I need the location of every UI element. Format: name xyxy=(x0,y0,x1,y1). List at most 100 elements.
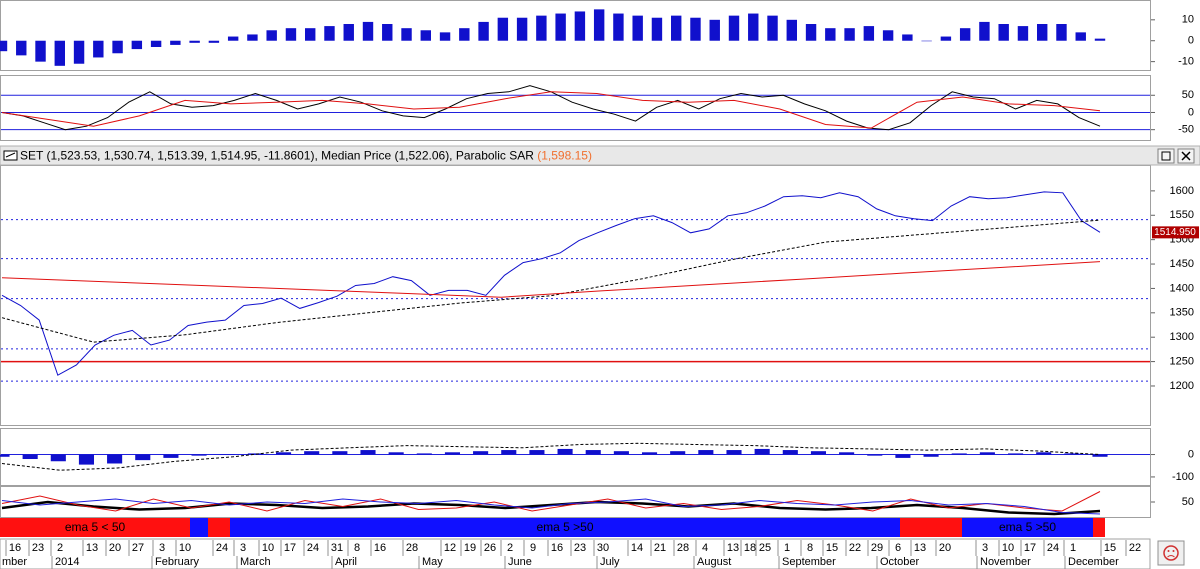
day-label: 3 xyxy=(240,542,246,554)
series-line xyxy=(1,498,1101,515)
day-label: 16 xyxy=(551,542,563,554)
histogram-bar xyxy=(170,40,181,45)
day-label: 13 xyxy=(727,542,739,554)
histogram-bar xyxy=(557,448,573,455)
histogram-bar xyxy=(208,40,220,43)
histogram-bar xyxy=(343,24,354,41)
month-label: August xyxy=(697,556,731,568)
histogram-bar xyxy=(1092,454,1108,457)
histogram-bar xyxy=(420,30,431,41)
last-value-label: 1514.950 xyxy=(1154,227,1196,238)
histogram-bar xyxy=(227,36,239,41)
histogram-bar xyxy=(902,34,913,41)
header-text: SET (1,523.53, 1,530.74, 1,513.39, 1,514… xyxy=(20,149,592,163)
histogram-bar xyxy=(1036,452,1052,455)
y-tick-label: 0 xyxy=(1188,448,1194,460)
histogram-bar xyxy=(786,19,797,41)
band-segment xyxy=(208,518,230,537)
series-line xyxy=(1,491,1101,512)
close-icon xyxy=(1181,151,1191,161)
maximize-button[interactable] xyxy=(1157,148,1175,164)
histogram-bar xyxy=(867,454,883,456)
day-label: 30 xyxy=(597,542,609,554)
day-label: 28 xyxy=(677,542,689,554)
month-label: March xyxy=(240,556,271,568)
day-label: 6 xyxy=(895,542,901,554)
histogram-bar xyxy=(574,11,586,41)
histogram-bar xyxy=(219,454,235,456)
histogram-bar xyxy=(1037,24,1048,41)
histogram-bar xyxy=(805,24,817,41)
panel-frame xyxy=(0,486,1151,518)
month-label: April xyxy=(335,556,357,568)
y-tick-label: 1450 xyxy=(1170,258,1194,270)
day-label: 2 xyxy=(57,542,63,554)
day-label: 8 xyxy=(807,542,813,554)
panel-frame xyxy=(0,0,1151,71)
band-segment xyxy=(900,518,962,537)
histogram-bar xyxy=(726,450,742,455)
histogram-bar xyxy=(536,15,547,41)
histogram-bar xyxy=(439,32,451,41)
histogram-bar xyxy=(107,454,123,464)
histogram-bar xyxy=(191,454,207,456)
month-label: May xyxy=(422,556,443,568)
y-tick-label: 50 xyxy=(1182,89,1194,101)
histogram-bar xyxy=(951,453,967,455)
day-label: 4 xyxy=(702,542,708,554)
histogram-bar xyxy=(613,13,624,41)
legend-item: Median Price (1,522.06), xyxy=(318,149,453,163)
histogram-bar xyxy=(473,451,489,455)
day-label: 3 xyxy=(159,542,165,554)
day-label: 21 xyxy=(654,542,666,554)
histogram-bar xyxy=(923,454,939,457)
day-label: 16 xyxy=(9,542,21,554)
month-label: July xyxy=(600,556,620,568)
y-tick-label: -100 xyxy=(1172,471,1194,483)
month-label: December xyxy=(1068,556,1119,568)
day-label: 22 xyxy=(1129,542,1141,554)
histogram-bar xyxy=(670,451,686,455)
histogram-bar xyxy=(112,40,123,54)
histogram-bar xyxy=(0,454,10,457)
legend-item: Parabolic SAR xyxy=(453,149,538,163)
histogram-bar xyxy=(844,28,855,41)
y-tick-label: 1550 xyxy=(1170,209,1194,221)
band-segment xyxy=(0,518,190,537)
histogram-bar xyxy=(131,40,143,50)
month-label: October xyxy=(880,556,919,568)
month-label: February xyxy=(155,556,200,568)
histogram-bar xyxy=(921,40,932,42)
histogram-bar xyxy=(54,40,65,66)
histogram-bar xyxy=(593,9,605,41)
histogram-bar xyxy=(641,452,658,455)
histogram-bar xyxy=(305,28,316,41)
day-label: 22 xyxy=(849,542,861,554)
series-line xyxy=(1,442,1101,471)
legend-item: SET (1,523.53, 1,530.74, 1,513.39, 1,514… xyxy=(20,149,318,163)
day-label: 27 xyxy=(132,542,144,554)
month-label: 2014 xyxy=(55,556,79,568)
histogram-bar xyxy=(529,450,545,455)
y-tick-label: 1350 xyxy=(1170,307,1194,319)
histogram-bar xyxy=(882,30,894,41)
day-label: 16 xyxy=(374,542,386,554)
day-label: 10 xyxy=(1002,542,1014,554)
panel-frame xyxy=(0,428,1151,486)
y-tick-label: 1200 xyxy=(1170,380,1194,392)
histogram-bar xyxy=(979,21,990,41)
eye xyxy=(1167,550,1170,552)
y-tick-label: 1600 xyxy=(1170,185,1194,197)
y-tick-label: 1400 xyxy=(1170,282,1194,294)
histogram-bar xyxy=(73,40,85,64)
eye xyxy=(1172,550,1175,552)
status-icon[interactable] xyxy=(1157,540,1185,566)
day-label: 1 xyxy=(784,542,790,554)
face xyxy=(1163,545,1179,561)
status-icon-frame xyxy=(1157,540,1185,566)
histogram-bar xyxy=(979,452,995,455)
band-label: ema 5 >50 xyxy=(536,520,593,534)
day-label: 17 xyxy=(284,542,296,554)
histogram-bar xyxy=(332,451,348,455)
